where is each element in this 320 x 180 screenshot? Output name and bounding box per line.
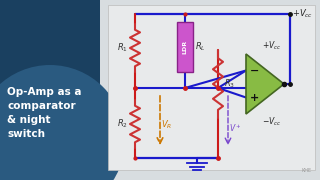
Text: comparator: comparator: [7, 101, 76, 111]
Bar: [177, 22, 193, 72]
Text: $R_1$: $R_1$: [117, 42, 128, 54]
Circle shape: [0, 65, 125, 180]
Text: $-V_{cc}$: $-V_{cc}$: [262, 116, 281, 129]
Text: $R_L$: $R_L$: [195, 41, 206, 53]
Text: $V^+$: $V^+$: [229, 122, 242, 134]
Polygon shape: [0, 0, 100, 180]
Text: Op-Amp as a: Op-Amp as a: [7, 87, 82, 97]
Text: $R_2$: $R_2$: [117, 118, 128, 130]
Polygon shape: [108, 5, 315, 170]
Text: $+V_{cc}$: $+V_{cc}$: [262, 39, 281, 52]
Text: $+V_{cc}$: $+V_{cc}$: [292, 8, 313, 20]
Text: −: −: [250, 66, 260, 75]
Text: switch: switch: [7, 129, 45, 139]
Text: +: +: [250, 93, 259, 102]
Text: $V_R$: $V_R$: [161, 119, 172, 131]
Text: & night: & night: [7, 115, 51, 125]
Polygon shape: [246, 54, 284, 114]
Text: $R_3$: $R_3$: [224, 78, 235, 90]
Text: KHE: KHE: [302, 168, 312, 173]
Text: LDR: LDR: [182, 40, 188, 54]
